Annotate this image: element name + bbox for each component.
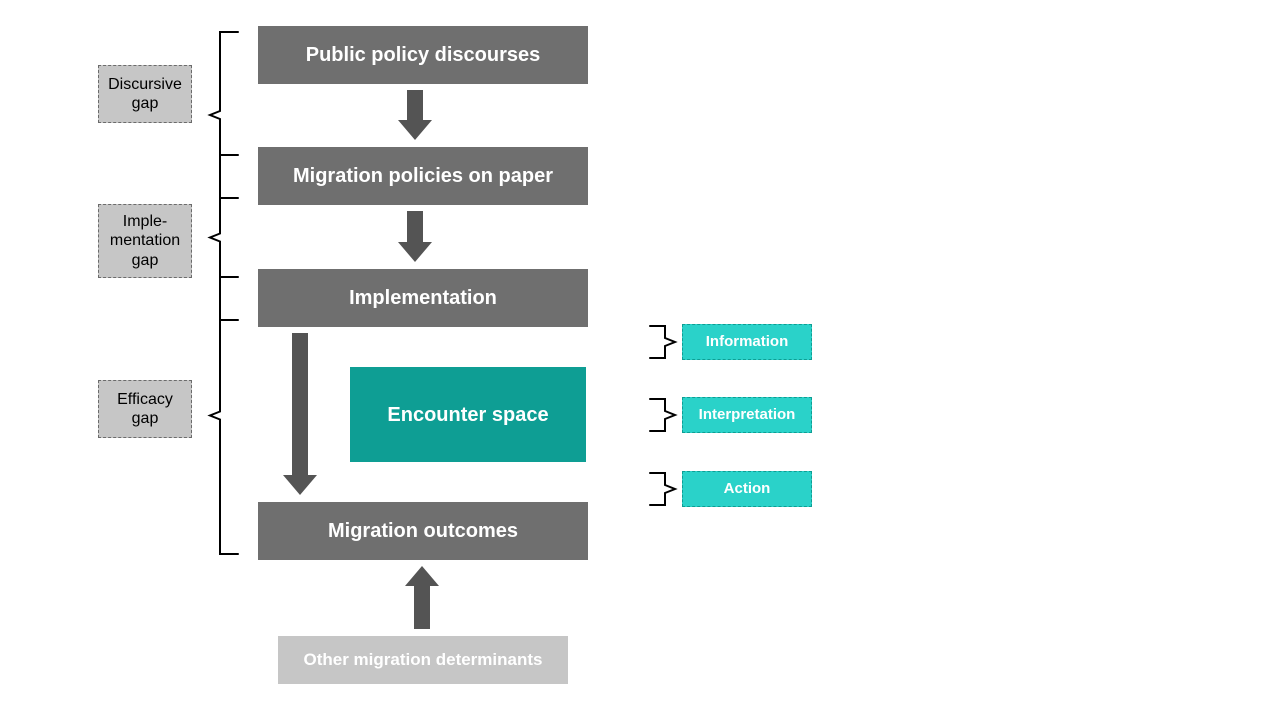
public-policy: Public policy discourses [258, 26, 588, 84]
encounter: Encounter space [350, 367, 586, 462]
arrow-4 [405, 566, 439, 629]
interpretation-label: Interpretation [693, 406, 802, 424]
br-impl [210, 155, 238, 320]
br-intp [650, 399, 675, 431]
arrow-2 [398, 211, 432, 262]
information-label: Information [700, 333, 795, 351]
implementation-gap-label: Imple- mentation gap [99, 212, 191, 270]
action: Action [682, 471, 812, 507]
discursive-gap: Discursive gap [98, 65, 192, 123]
public-policy-label: Public policy discourses [300, 43, 547, 67]
arrow-3 [283, 333, 317, 495]
determinants-label: Other migration determinants [298, 650, 549, 670]
outcomes-label: Migration outcomes [322, 519, 524, 543]
implementation-label: Implementation [343, 286, 503, 310]
outcomes: Migration outcomes [258, 502, 588, 560]
br-info [650, 326, 675, 358]
information: Information [682, 324, 812, 360]
connectors-layer [0, 0, 1280, 720]
efficacy-gap-label: Efficacy gap [99, 390, 191, 428]
br-eff [210, 277, 238, 554]
discursive-gap-label: Discursive gap [99, 75, 191, 113]
encounter-label: Encounter space [381, 403, 554, 427]
br-act [650, 473, 675, 505]
policies-paper-label: Migration policies on paper [287, 164, 559, 188]
efficacy-gap: Efficacy gap [98, 380, 192, 438]
implementation: Implementation [258, 269, 588, 327]
interpretation: Interpretation [682, 397, 812, 433]
arrow-1 [398, 90, 432, 140]
br-disc [210, 32, 238, 198]
determinants: Other migration determinants [278, 636, 568, 684]
implementation-gap: Imple- mentation gap [98, 204, 192, 278]
policies-paper: Migration policies on paper [258, 147, 588, 205]
action-label: Action [718, 480, 777, 498]
